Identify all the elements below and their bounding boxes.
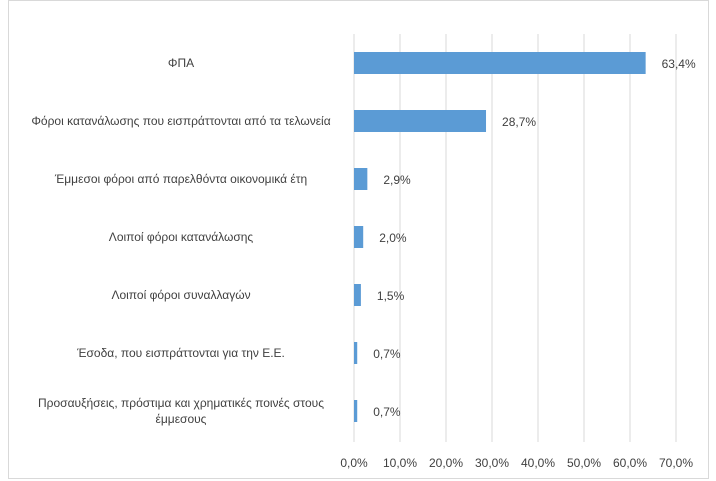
data-label: 28,7% <box>502 115 536 129</box>
bar <box>354 110 487 132</box>
y-tick-label: Έμμεσοι φόροι από παρελθόντα οικονομικά … <box>54 172 308 186</box>
data-label: 2,9% <box>383 173 411 187</box>
y-tick-label: Λοιποί φόροι κατανάλωσης <box>108 230 254 244</box>
x-tick-label: 70,0% <box>659 456 693 470</box>
y-tick-label: Προσαυξήσεις, πρόστιμα και χρηματικές πο… <box>38 396 324 426</box>
x-tick-label: 20,0% <box>429 456 463 470</box>
data-label: 2,0% <box>379 231 407 245</box>
bar <box>354 284 361 306</box>
chart-border <box>8 0 709 479</box>
bar <box>354 226 364 248</box>
x-tick-label: 10,0% <box>383 456 417 470</box>
bar <box>354 342 358 364</box>
bar <box>354 52 646 74</box>
y-tick-label: Φόροι κατανάλωσης που εισπράττονται από … <box>31 114 331 128</box>
bar <box>354 400 358 422</box>
x-tick-label: 30,0% <box>475 456 509 470</box>
y-tick-label: ΦΠΑ <box>167 56 195 70</box>
x-tick-label: 50,0% <box>567 456 601 470</box>
bar <box>354 168 368 190</box>
data-label: 63,4% <box>662 57 696 71</box>
y-tick-label: Λοιποί φόροι συναλλαγών <box>111 288 251 302</box>
data-label: 0,7% <box>373 405 401 419</box>
data-label: 0,7% <box>373 347 401 361</box>
x-tick-label: 60,0% <box>613 456 647 470</box>
x-tick-label: 0,0% <box>340 456 368 470</box>
y-tick-label: Έσοδα, που εισπράττονται για την Ε.Ε. <box>77 346 285 360</box>
data-label: 1,5% <box>377 289 405 303</box>
x-tick-label: 40,0% <box>521 456 555 470</box>
